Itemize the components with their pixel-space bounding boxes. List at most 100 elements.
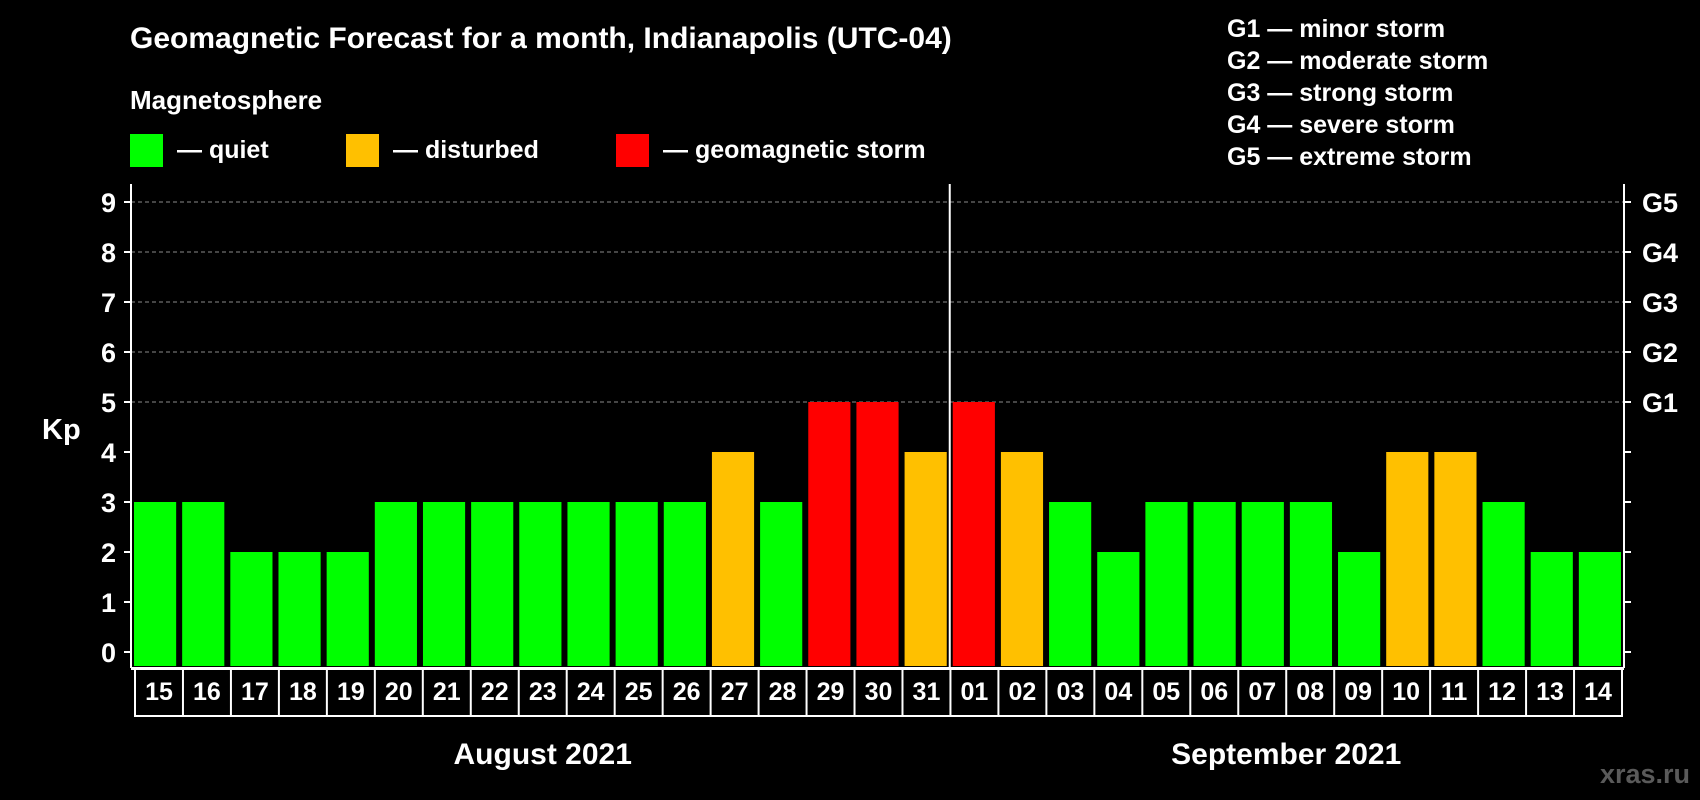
g-legend-g1: G1 — minor storm: [1227, 15, 1445, 43]
bar-day-07-23: [1241, 502, 1284, 666]
day-label-05-21: 05: [1152, 678, 1180, 706]
bar-day-19-4: [326, 552, 369, 666]
g-ticks: G1 G2 G3 G4 G5: [1642, 188, 1678, 418]
day-label-12-28: 12: [1488, 678, 1516, 706]
legend-swatch-disturbed: [346, 134, 379, 167]
day-label-03-19: 03: [1056, 678, 1084, 706]
bar-day-21-6: [422, 502, 466, 666]
chart-title: Geomagnetic Forecast for a month, Indian…: [130, 22, 952, 55]
g-legend-g2: G2 — moderate storm: [1227, 47, 1488, 75]
day-label-27-12: 27: [721, 678, 749, 706]
month-label-0: August 2021: [454, 738, 632, 771]
day-label-frame: [134, 667, 1623, 717]
day-label-31-16: 31: [913, 678, 941, 706]
day-label-02-18: 02: [1008, 678, 1036, 706]
day-labels: 15 16 17 18 19 20 21 22 23 24 25 26 27 28 29 30 31 01 02 03…: [134, 667, 1623, 717]
bars: [131, 402, 1624, 670]
color-legend: — quiet — disturbed — geomagnetic storm: [130, 134, 926, 167]
g-legend-g3: G3 — strong storm: [1227, 79, 1453, 107]
legend-label-storm: — geomagnetic storm: [663, 136, 926, 164]
month-labels: August 2021 September 2021: [454, 738, 1402, 771]
bar-day-04-20: [1097, 552, 1140, 666]
day-label-18-3: 18: [289, 678, 317, 706]
bar-day-08-24: [1289, 502, 1333, 666]
bar-day-23-8: [519, 502, 562, 666]
bar-day-17-2: [230, 552, 273, 666]
y-tick-label-5: 5: [101, 388, 116, 418]
day-label-15-0: 15: [145, 678, 173, 706]
day-label-09-25: 09: [1344, 678, 1372, 706]
bar-day-16-1: [182, 502, 225, 666]
day-label-01-17: 01: [961, 678, 989, 706]
bar-day-09-25: [1338, 552, 1381, 666]
day-label-08-24: 08: [1296, 678, 1324, 706]
day-label-30-15: 30: [865, 678, 893, 706]
y-tick-label-4: 4: [101, 438, 116, 468]
day-label-19-4: 19: [337, 678, 365, 706]
month-label-1: September 2021: [1171, 738, 1401, 771]
day-label-06-22: 06: [1200, 678, 1228, 706]
bar-day-10-26: [1386, 452, 1429, 666]
bar-day-26-11: [663, 502, 706, 666]
y-tick-label-7: 7: [101, 288, 116, 318]
y-tick-label-6: 6: [101, 338, 116, 368]
y-axis-label: Kp: [42, 414, 81, 446]
legend-swatch-storm: [616, 134, 649, 167]
bar-day-11-27: [1434, 452, 1477, 666]
g-axis-label-G4: G4: [1642, 238, 1678, 268]
day-label-24-9: 24: [577, 678, 605, 706]
day-label-20-5: 20: [385, 678, 413, 706]
day-label-11-27: 11: [1441, 678, 1468, 706]
day-label-26-11: 26: [673, 678, 701, 706]
day-label-10-26: 10: [1392, 678, 1420, 706]
bar-day-05-21: [1145, 502, 1188, 666]
day-label-25-10: 25: [625, 678, 653, 706]
day-label-29-14: 29: [817, 678, 845, 706]
day-label-14-30: 14: [1584, 678, 1612, 706]
day-label-17-2: 17: [241, 678, 269, 706]
bar-day-12-28: [1482, 502, 1525, 666]
g-legend-g5: G5 — extreme storm: [1227, 143, 1472, 171]
legend-label-disturbed: — disturbed: [393, 136, 539, 164]
legend-label-quiet: — quiet: [177, 136, 269, 164]
day-label-21-6: 21: [433, 678, 461, 706]
day-label-28-13: 28: [769, 678, 797, 706]
y-tick-label-2: 2: [101, 538, 116, 568]
bar-day-29-14: [808, 402, 851, 666]
bar-day-24-9: [567, 502, 610, 666]
y-ticks: 0 1 2 3 4 5 6 7 8 9: [101, 188, 1631, 668]
day-label-23-8: 23: [529, 678, 557, 706]
g-axis-label-G1: G1: [1642, 388, 1678, 418]
bar-day-20-5: [374, 502, 417, 666]
bar-day-22-7: [471, 502, 514, 666]
y-tick-label-0: 0: [101, 638, 116, 668]
bar-day-27-12: [711, 452, 755, 666]
bar-day-01-17: [952, 402, 995, 666]
y-tick-label-9: 9: [101, 188, 116, 218]
bar-day-02-18: [1000, 452, 1044, 666]
g-axis-label-G2: G2: [1642, 338, 1678, 368]
day-label-04-20: 04: [1104, 678, 1132, 706]
grid-lines: [131, 201, 1624, 403]
bar-day-06-22: [1193, 502, 1236, 666]
legend-swatch-quiet: [130, 134, 163, 167]
bar-day-03-19: [1049, 502, 1092, 666]
bar-day-31-16: [904, 452, 947, 666]
g-scale-legend: G1 — minor storm G2 — moderate storm G3 …: [1227, 15, 1488, 171]
chart-subtitle: Magnetosphere: [130, 85, 322, 115]
y-tick-label-8: 8: [101, 238, 116, 268]
g-axis-label-G5: G5: [1642, 188, 1678, 218]
y-tick-label-3: 3: [101, 488, 116, 518]
day-label-13-29: 13: [1536, 678, 1564, 706]
g-legend-g4: G4 — severe storm: [1227, 111, 1455, 139]
y-tick-label-1: 1: [101, 588, 116, 618]
bar-day-15-0: [134, 502, 177, 666]
watermark: xras.ru: [1600, 759, 1690, 789]
day-label-16-1: 16: [193, 678, 221, 706]
day-label-07-23: 07: [1248, 678, 1276, 706]
bar-day-25-10: [615, 502, 658, 666]
bar-day-14-30: [1578, 552, 1621, 666]
bar-day-18-3: [278, 552, 321, 666]
